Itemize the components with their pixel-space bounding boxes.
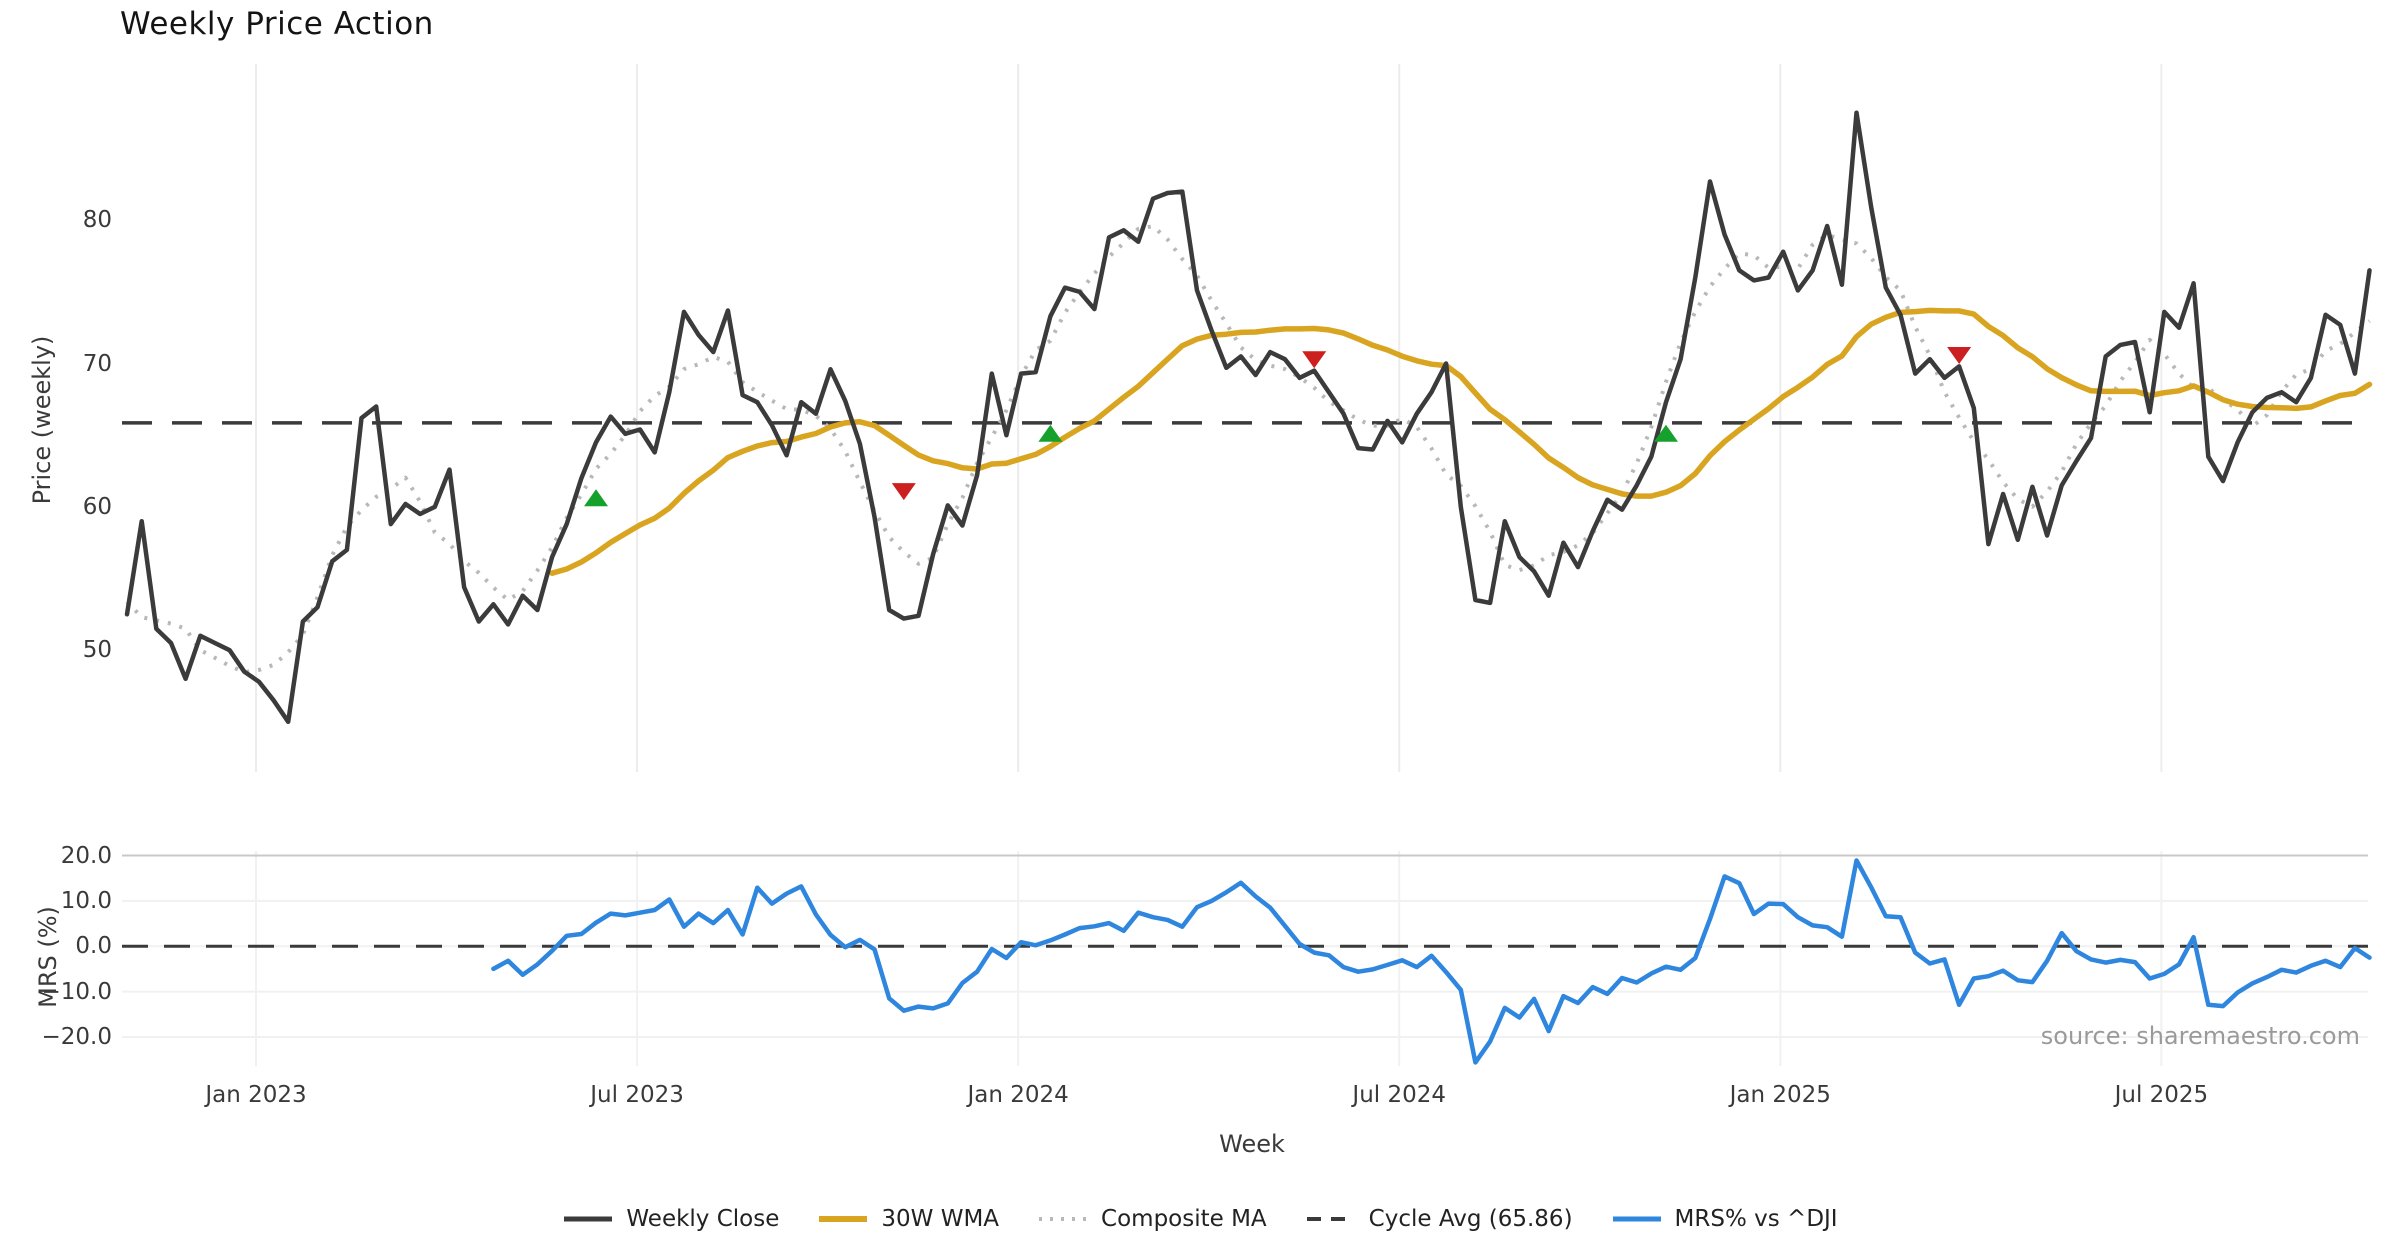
- legend-label: Cycle Avg (65.86): [1368, 1206, 1573, 1232]
- legend-label: MRS% vs ^DJI: [1674, 1206, 1838, 1232]
- chart-legend: Weekly Close 30W WMA Composite MA Cycle …: [0, 1206, 2400, 1232]
- legend-item-30w-wma: 30W WMA: [817, 1206, 999, 1232]
- gridlines: [122, 64, 2368, 1066]
- price-ytick: 60: [82, 493, 112, 520]
- x-tick-label: Jul 2024: [1352, 1082, 1447, 1108]
- x-tick-label: Jan 2023: [205, 1082, 307, 1108]
- x-tick-label: Jan 2024: [967, 1082, 1069, 1108]
- sell-marker-icon: [1947, 346, 1972, 364]
- signal-markers: [584, 346, 1972, 507]
- mrs-ytick: −20.0: [41, 1023, 112, 1050]
- price-ytick: 70: [82, 350, 112, 377]
- sell-marker-icon: [891, 483, 916, 501]
- x-tick-label: Jul 2025: [2114, 1082, 2209, 1108]
- legend-item-weekly-close: Weekly Close: [562, 1206, 779, 1232]
- buy-marker-icon: [1038, 424, 1063, 442]
- price-axis-label: Price (weekly): [28, 335, 56, 505]
- x-tick-label: Jul 2023: [590, 1082, 684, 1108]
- x-tick-label: Jan 2025: [1729, 1082, 1831, 1108]
- mrs-panel: [122, 858, 2372, 1065]
- cycle-avg-swatch-icon: [1306, 1217, 1355, 1221]
- price-ytick: 80: [82, 207, 112, 234]
- buy-marker-icon: [1653, 424, 1678, 442]
- legend-item-cycle-avg: Cycle Avg (65.86): [1305, 1206, 1573, 1232]
- legend-label: Composite MA: [1101, 1206, 1267, 1232]
- composite-ma-swatch-icon: [1039, 1217, 1088, 1221]
- mrs-ytick: −10.0: [41, 978, 112, 1005]
- price-panel: [122, 110, 2373, 725]
- weekly-close-line: [124, 110, 2372, 725]
- legend-item-mrs: MRS% vs ^DJI: [1611, 1206, 1838, 1232]
- chart-title: Weekly Price Action: [120, 6, 434, 42]
- mrs-ytick: 20.0: [60, 842, 112, 869]
- source-note: source: sharemaestro.com: [2040, 1022, 2360, 1050]
- wma-swatch-icon: [819, 1216, 868, 1222]
- composite-ma-line: [125, 224, 2371, 675]
- mrs-ytick: 0.0: [75, 933, 112, 960]
- legend-label: Weekly Close: [626, 1206, 780, 1232]
- mrs-line: [491, 858, 2372, 1065]
- mrs-swatch-icon: [1612, 1216, 1661, 1222]
- weekly-close-swatch-icon: [564, 1216, 613, 1222]
- buy-marker-icon: [584, 489, 609, 507]
- sell-marker-icon: [1302, 351, 1327, 369]
- mrs-axis-label: MRS (%): [34, 906, 62, 1008]
- legend-item-composite-ma: Composite MA: [1037, 1206, 1267, 1232]
- wma-line: [549, 307, 2373, 576]
- price-ytick: 50: [82, 637, 112, 664]
- x-axis-label: Week: [1219, 1130, 1285, 1158]
- mrs-ytick: 10.0: [60, 887, 112, 914]
- legend-label: 30W WMA: [881, 1206, 1000, 1232]
